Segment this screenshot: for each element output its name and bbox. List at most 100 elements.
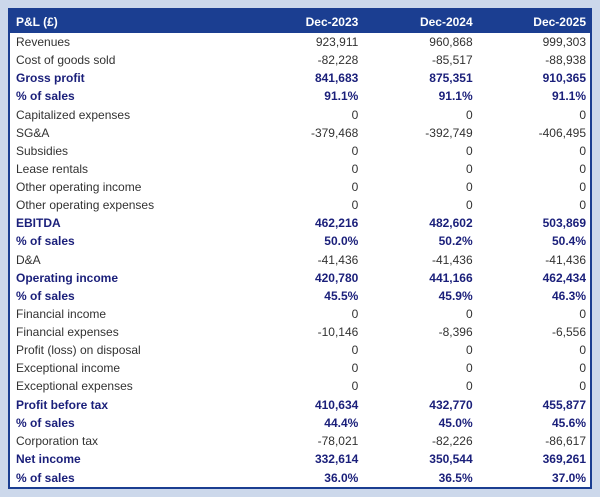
cell-value: 455,877 (542, 397, 586, 412)
cell-value: 441,166 (429, 270, 473, 285)
cell-value: -82,226 (431, 433, 473, 448)
cell-value: 0 (579, 180, 586, 195)
row-label: Operating income (16, 270, 119, 285)
table-row: Financial income 0 0 0 (9, 305, 591, 323)
cell-value: 37.0% (551, 470, 586, 485)
cell-value: 44.4% (324, 415, 359, 430)
cell-value: 462,216 (314, 216, 359, 231)
row-label: Lease rentals (16, 161, 89, 176)
cell-value: 0 (351, 143, 359, 158)
table-row: Profit (loss) on disposal 0 0 0 (9, 341, 591, 359)
cell-value: 432,770 (429, 397, 473, 412)
row-label: EBITDA (16, 216, 61, 231)
row-label: Gross profit (16, 71, 85, 86)
cell-value: -41,436 (317, 252, 359, 267)
pnl-table-frame: P&L (£) Dec-2023 Dec-2024 Dec-2025 Revenue… (8, 8, 592, 489)
table-row: Revenues 923,911 960,868 999,303 (9, 33, 591, 51)
cell-value: 369,261 (542, 451, 586, 466)
cell-value: 0 (579, 107, 586, 122)
row-label: % of sales (16, 288, 75, 303)
row-label: Exceptional expenses (16, 379, 133, 394)
cell-value: 50.4% (551, 234, 586, 249)
cell-value: -82,228 (317, 53, 359, 68)
table-row: % of sales 45.5% 45.9% 46.3% (9, 287, 591, 305)
table-row: Gross profit 841,683 875,351 910,365 (9, 69, 591, 87)
row-label: Capitalized expenses (16, 107, 131, 122)
cell-value: -86,617 (545, 433, 586, 448)
cell-value: 960,868 (429, 35, 473, 50)
cell-value: 841,683 (314, 71, 359, 86)
cell-value: 45.0% (438, 415, 473, 430)
row-label: Net income (16, 451, 81, 466)
table-row: % of sales 36.0% 36.5% 37.0% (9, 468, 591, 488)
cell-value: 0 (579, 161, 586, 176)
cell-value: 50.0% (324, 234, 359, 249)
cell-value: 462,434 (542, 270, 586, 285)
table-row: % of sales 50.0% 50.2% 50.4% (9, 232, 591, 250)
cell-value: 0 (351, 343, 359, 358)
cell-value: 0 (465, 143, 473, 158)
cell-value: 0 (351, 180, 359, 195)
table-row: Operating income 420,780 441,166 462,434 (9, 269, 591, 287)
cell-value: 420,780 (314, 270, 359, 285)
cell-value: 410,634 (314, 397, 359, 412)
cell-value: 0 (351, 161, 359, 176)
table-row: Exceptional expenses 0 0 0 (9, 377, 591, 395)
table-row: % of sales 91.1% 91.1% 91.1% (9, 87, 591, 105)
cell-value: 46.3% (551, 288, 586, 303)
cell-value: 91.1% (438, 89, 473, 104)
row-label: Financial income (16, 306, 107, 321)
table-row: Lease rentals 0 0 0 (9, 160, 591, 178)
row-label: Financial expenses (16, 325, 119, 340)
cell-value: 350,544 (429, 451, 473, 466)
column-header: Dec-2023 (248, 9, 363, 33)
row-label: Exceptional income (16, 361, 121, 376)
cell-value: 0 (351, 379, 359, 394)
cell-value: 0 (579, 143, 586, 158)
row-label: D&A (16, 252, 41, 267)
table-row: Capitalized expenses 0 0 0 (9, 106, 591, 124)
table-row: SG&A -379,468 -392,749 -406,495 (9, 124, 591, 142)
row-label: Subsidies (16, 143, 69, 158)
cell-value: 36.5% (438, 470, 473, 485)
cell-value: -379,468 (310, 125, 359, 140)
cell-value: 875,351 (429, 71, 473, 86)
row-label: % of sales (16, 234, 75, 249)
row-label: % of sales (16, 89, 75, 104)
cell-value: 91.1% (324, 89, 359, 104)
cell-value: 0 (351, 107, 359, 122)
cell-value: 45.5% (324, 288, 359, 303)
row-label: Profit (loss) on disposal (16, 343, 141, 358)
table-row: Other operating income 0 0 0 (9, 178, 591, 196)
table-row: Profit before tax 410,634 432,770 455,87… (9, 396, 591, 414)
cell-value: 0 (465, 180, 473, 195)
cell-value: 0 (351, 306, 359, 321)
table-row: % of sales 44.4% 45.0% 45.6% (9, 414, 591, 432)
cell-value: -41,436 (545, 252, 586, 267)
cell-value: 0 (579, 198, 586, 213)
row-label: Corporation tax (16, 433, 99, 448)
table-row: EBITDA 462,216 482,602 503,869 (9, 214, 591, 232)
cell-value: 482,602 (429, 216, 473, 231)
row-label: Revenues (16, 35, 71, 50)
table-title: P&L (£) (9, 9, 248, 33)
row-label: % of sales (16, 415, 75, 430)
cell-value: 45.9% (438, 288, 473, 303)
cell-value: 503,869 (542, 216, 586, 231)
cell-value: -10,146 (317, 325, 359, 340)
table-row: Cost of goods sold -82,228 -85,517 -88,9… (9, 51, 591, 69)
cell-value: 0 (465, 379, 473, 394)
cell-value: -41,436 (431, 252, 473, 267)
row-label: Other operating expenses (16, 198, 155, 213)
row-label: Cost of goods sold (16, 53, 116, 68)
table-row: Financial expenses -10,146 -8,396 -6,556 (9, 323, 591, 341)
cell-value: -6,556 (551, 325, 586, 340)
table-row: Other operating expenses 0 0 0 (9, 196, 591, 214)
cell-value: -85,517 (431, 53, 473, 68)
cell-value: 0 (465, 198, 473, 213)
cell-value: 0 (465, 161, 473, 176)
cell-value: 0 (579, 361, 586, 376)
cell-value: 45.6% (551, 415, 586, 430)
cell-value: 91.1% (551, 89, 586, 104)
table-row: Subsidies 0 0 0 (9, 142, 591, 160)
